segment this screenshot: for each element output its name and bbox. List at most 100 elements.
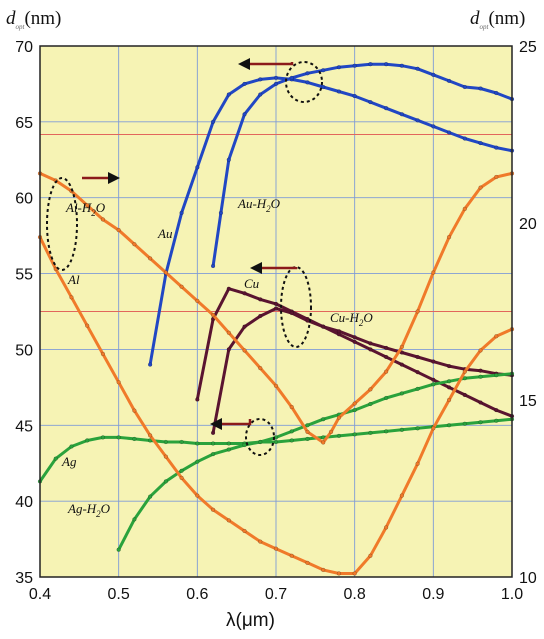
series-label: Ag [61, 454, 77, 469]
data-point [494, 407, 499, 413]
y-left-tick-label: 45 [15, 418, 33, 435]
y-left-tick-label: 55 [15, 267, 33, 284]
data-point [195, 441, 200, 446]
data-point [383, 345, 389, 351]
data-point [179, 210, 184, 216]
y-left-tick-label: 50 [15, 342, 33, 359]
dashed-ellipse [280, 266, 312, 348]
data-point [258, 313, 263, 319]
data-point [179, 475, 184, 481]
data-point [336, 433, 342, 439]
data-point [258, 297, 263, 302]
data-point [258, 92, 263, 97]
series-line [211, 307, 513, 434]
data-point [258, 365, 263, 371]
data-point [226, 347, 231, 352]
data-point [494, 174, 499, 180]
data-point [226, 157, 231, 162]
data-point [218, 210, 224, 216]
data-point [132, 242, 137, 247]
y-right-tick-label: 10 [519, 570, 537, 587]
data-point [415, 309, 420, 314]
data-point [431, 72, 436, 77]
data-point [242, 528, 247, 534]
data-point [462, 376, 467, 381]
data-point [431, 124, 436, 129]
data-point [163, 270, 169, 275]
data-point [383, 62, 389, 67]
data-point [100, 217, 106, 222]
data-point [336, 329, 342, 334]
data-point [289, 429, 294, 434]
x-tick-label: 0.6 [186, 586, 208, 603]
data-point [132, 517, 137, 522]
data-point [195, 459, 200, 464]
data-point [289, 310, 294, 316]
data-point [352, 339, 357, 344]
data-point [242, 442, 247, 448]
data-point [352, 63, 357, 68]
series-au [147, 75, 515, 367]
data-point [85, 323, 90, 328]
data-point [462, 369, 467, 374]
data-point [431, 382, 436, 387]
data-point [383, 525, 389, 530]
y-right-tick-label: 15 [519, 393, 537, 410]
data-point [226, 330, 231, 335]
data-point [336, 571, 342, 576]
data-point [399, 391, 405, 396]
y-left-tick-label: 65 [15, 115, 33, 132]
data-point [147, 433, 153, 438]
data-point [147, 362, 153, 367]
tick-labels: 0.4 0.5 0.6 0.7 0.8 0.9 1.0 35 40 45 50 55 60 65 70 10 1… [15, 39, 537, 603]
y-axis-left-title: dopt(nm) [6, 8, 62, 31]
data-point [478, 140, 483, 146]
data-point [431, 270, 436, 275]
y-left-tick-label: 70 [15, 39, 33, 56]
arrow-shaft [250, 62, 294, 66]
series-al-h2o [37, 171, 515, 445]
data-point [383, 354, 389, 360]
data-point [478, 185, 483, 190]
data-point [163, 479, 169, 484]
data-point [478, 374, 483, 379]
data-point [242, 112, 247, 117]
data-point [399, 63, 405, 68]
data-point [179, 468, 184, 473]
data-point [478, 420, 483, 425]
data-point [494, 334, 499, 339]
data-point [179, 284, 184, 289]
data-point [226, 518, 231, 523]
data-point [258, 539, 263, 544]
data-point [289, 438, 294, 443]
series-label: Al [67, 272, 80, 287]
series-au-h2o [210, 62, 515, 269]
series-label: Cu-H2O [330, 310, 373, 328]
ellipse-marker [46, 172, 120, 271]
data-point [478, 368, 483, 373]
data-point [305, 423, 310, 428]
y-right-tick-label: 20 [519, 216, 537, 233]
data-point [399, 427, 405, 432]
data-point [415, 66, 420, 71]
data-point [210, 451, 216, 457]
data-point [399, 112, 405, 117]
data-point [226, 447, 231, 452]
x-tick-label: 0.8 [344, 586, 366, 603]
data-point [383, 369, 389, 374]
data-point [147, 494, 153, 499]
data-point [415, 370, 420, 375]
data-point [163, 439, 169, 445]
arrow-shaft [262, 266, 298, 270]
data-point [305, 560, 310, 565]
data-point [431, 377, 436, 382]
data-point [273, 301, 279, 307]
data-point [289, 75, 294, 81]
data-point [195, 165, 200, 170]
data-point [226, 441, 231, 446]
data-point [305, 80, 310, 85]
x-tick-label: 0.5 [108, 586, 130, 603]
data-point [383, 395, 389, 401]
data-point [352, 432, 357, 437]
series-line [148, 76, 513, 365]
